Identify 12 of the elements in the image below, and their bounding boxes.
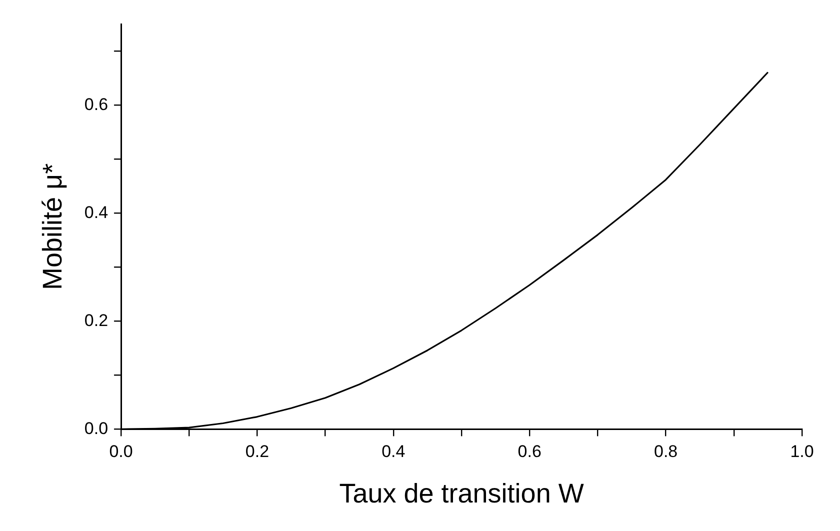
- x-tick-label: 0.0: [109, 442, 133, 462]
- y-tick-label: 0.6: [84, 94, 108, 114]
- y-tick-label: 0.2: [84, 310, 108, 330]
- y-tick-label: 0.4: [84, 202, 108, 222]
- x-tick-label: 1.0: [790, 442, 814, 462]
- y-axis-title: Mobilité μ*: [38, 162, 68, 290]
- x-axis-title: Taux de transition W: [339, 478, 584, 508]
- x-tick-label: 0.8: [654, 442, 678, 462]
- x-tick-label: 0.2: [245, 442, 270, 462]
- x-tick-label: 0.4: [382, 442, 406, 462]
- x-tick-label: 0.6: [518, 442, 542, 462]
- y-tick-label: 0.0: [84, 418, 108, 438]
